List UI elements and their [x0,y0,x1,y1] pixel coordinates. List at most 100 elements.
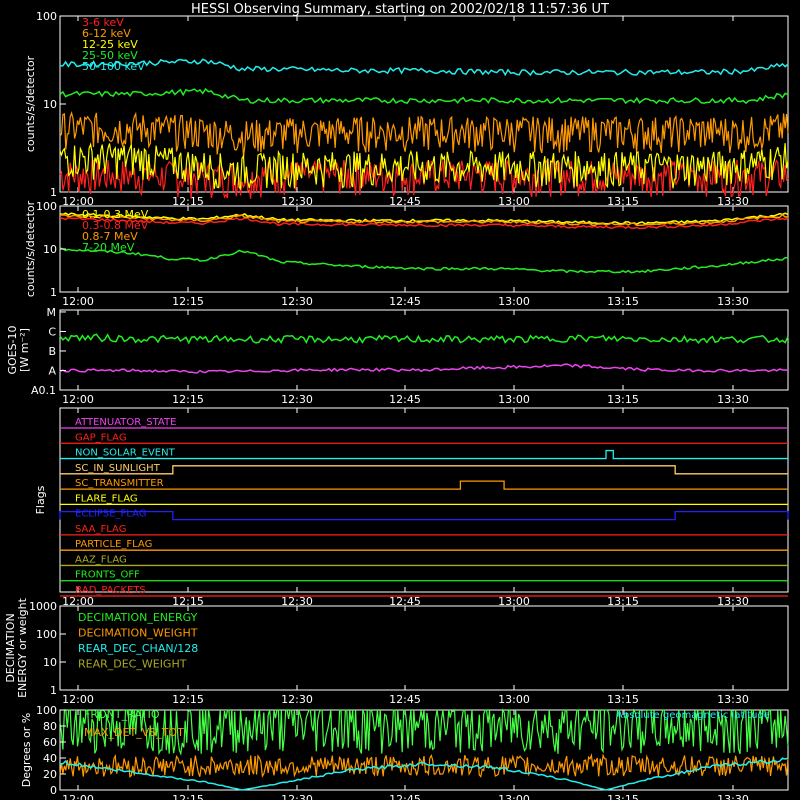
hxr-ylabel: counts/s/detector [24,55,37,152]
goes-xtick-label: 13:30 [717,393,749,406]
ratio-xtick-label: 13:00 [498,793,530,800]
ratio-series-1 [59,753,789,778]
gamma-xtick-label: 12:45 [389,295,421,308]
goes-series-1 [59,363,789,374]
flags-xtick-label: 12:45 [389,595,421,608]
hxr-xtick-label: 12:45 [389,195,421,208]
ratio-legend-item: MAX_DET_VS_TOT [84,726,184,739]
flag-label-sc_transmitter: SC_TRANSMITTER [75,478,164,489]
ratio-xtick-label: 12:00 [62,793,94,800]
chart-panels: 12:00 12:15 12:30 12:45 13:00 13:15 13:3011010… [4,10,789,800]
decimation-xtick-label: 12:00 [62,693,94,706]
ratio-ytick-label: 80 [43,720,57,733]
ratio-ytick-label: 0 [50,784,57,797]
hxr-xtick-label: 13:00 [498,195,530,208]
ratio-xtick-label: 13:30 [717,793,749,800]
goes-series-0 [59,333,789,345]
flag-label-gap_flag: GAP_FLAG [75,432,127,443]
decimation-xtick-label: 12:45 [389,693,421,706]
hxr-xtick-label: 12:30 [281,195,313,208]
flag-label-eclipse_flag: ECLIPSE_FLAG [75,509,146,520]
hxr-series-2 [59,142,789,191]
hxr-series-0 [59,158,789,199]
chart-title: HESSI Observing Summary, starting on 200… [191,2,609,17]
gamma-legend-item: 0.3-0.8 MeV [82,219,149,232]
gamma-legend-item: 0.8-7 MeV [82,230,138,243]
ratio-ytick-label: 100 [36,704,57,717]
ratio-xtick-label: 13:15 [607,793,639,800]
decimation-xtick-label: 13:15 [607,693,639,706]
ratio-xtick-label: 12:30 [281,793,313,800]
flags-ylabel: Flags [34,485,47,514]
gamma-xtick-label: 12:00 [62,295,94,308]
hxr-legend-item: 3-6 keV [82,16,124,29]
flag-label-fronts_off: FRONTS_OFF [75,570,140,581]
flag-line-sc_in_sunlight [60,465,788,475]
decimation-xtick-label: 13:30 [717,693,749,706]
ratio-series-0 [59,708,789,756]
hxr-series-4 [59,58,789,77]
ratio-ylabel: Degrees or % [20,713,33,787]
gamma-ytick-label: 10 [43,243,57,256]
decimation-legend-item: DECIMATION_ENERGY [78,611,198,624]
flags-xtick-label: 12:15 [172,595,204,608]
flags-xtick-label: 13:00 [498,595,530,608]
ratio-ytick-label: 20 [43,768,57,781]
ratio-xtick-label: 12:15 [172,793,204,800]
flag-line-eclipse_flag [59,510,789,521]
gamma-legend-item: 7-20 MeV [82,241,135,254]
flag-label-aaz_flag: AAZ_FLAG [75,554,127,565]
gamma-xtick-label: 12:15 [172,295,204,308]
goes-xtick-label: 12:45 [389,393,421,406]
goes-ytick-label: C [48,325,56,338]
decimation-ytick-label: 1000 [29,600,57,613]
hxr-legend-item: 25-50 keV [82,49,138,62]
decimation-ytick-label: 100 [36,628,57,641]
goes-ylabel2: [W m⁻²] [18,328,31,372]
flag-label-particle_flag: PARTICLE_FLAG [75,539,152,550]
decimation-xtick-label: 12:15 [172,693,204,706]
flags-xtick-label: 13:15 [607,595,639,608]
hxr-xtick-label: 12:15 [172,195,204,208]
hxr-xtick-label: 13:15 [607,195,639,208]
flag-label-bad_packets: BAD_PACKETS [75,585,146,596]
flags-xtick-label: 12:00 [62,595,94,608]
hxr-ytick-label: 1 [50,186,57,199]
decimation-legend-item: DECIMATION_WEIGHT [78,627,198,640]
gamma-series-1 [59,216,789,230]
gamma-xtick-label: 13:30 [717,295,749,308]
decimation-ylabel2: ENERGY or weight [16,597,29,697]
hxr-xtick-label: 13:30 [717,195,749,208]
flag-label-non_solar_event: NON_SOLAR_EVENT [75,448,176,459]
goes-frame [59,309,789,391]
flag-label-saa_flag: SAA_FLAG [75,524,126,535]
gamma-ylabel: counts/s/detector [24,200,37,297]
goes-xtick-label: 12:00 [62,393,94,406]
gamma-xtick-label: 13:15 [607,295,639,308]
hxr-series-3 [59,87,789,105]
goes-xtick-label: 13:15 [607,393,639,406]
flag-label-attenuator_state: ATTENUATOR_STATE [75,417,176,428]
gamma-xtick-label: 12:30 [281,295,313,308]
flag-label-flare_flag: FLARE_FLAG [75,493,138,504]
decimation-xtick-label: 12:30 [281,693,313,706]
ratio-ytick-label: 40 [43,752,57,765]
gamma-xtick-label: 13:00 [498,295,530,308]
ratio-legend-item: FRONT_RATIO [84,708,160,721]
goes-ytick-label: A [48,364,56,377]
ratio-xtick-label: 12:45 [389,793,421,800]
ratio-annotation: Absolute geomagnetic latitude [616,710,770,721]
hxr-ytick-label: 10 [43,98,57,111]
flags-xtick-label: 13:30 [717,595,749,608]
decimation-ytick-label: 10 [43,656,57,669]
gamma-ytick-label: 1 [50,286,57,299]
goes-ylabel: GOES-10 [6,325,19,374]
flag-line-sc_transmitter [60,480,788,490]
hxr-series-1 [59,110,789,158]
hxr-xtick-label: 12:00 [62,195,94,208]
flags-xtick-label: 12:30 [281,595,313,608]
flag-label-sc_in_sunlight: SC_IN_SUNLIGHT [75,463,161,474]
decimation-ytick-label: 1 [50,684,57,697]
goes-ytick-label: M [47,306,57,319]
goes-ytick-label: A0.1 [31,384,56,397]
